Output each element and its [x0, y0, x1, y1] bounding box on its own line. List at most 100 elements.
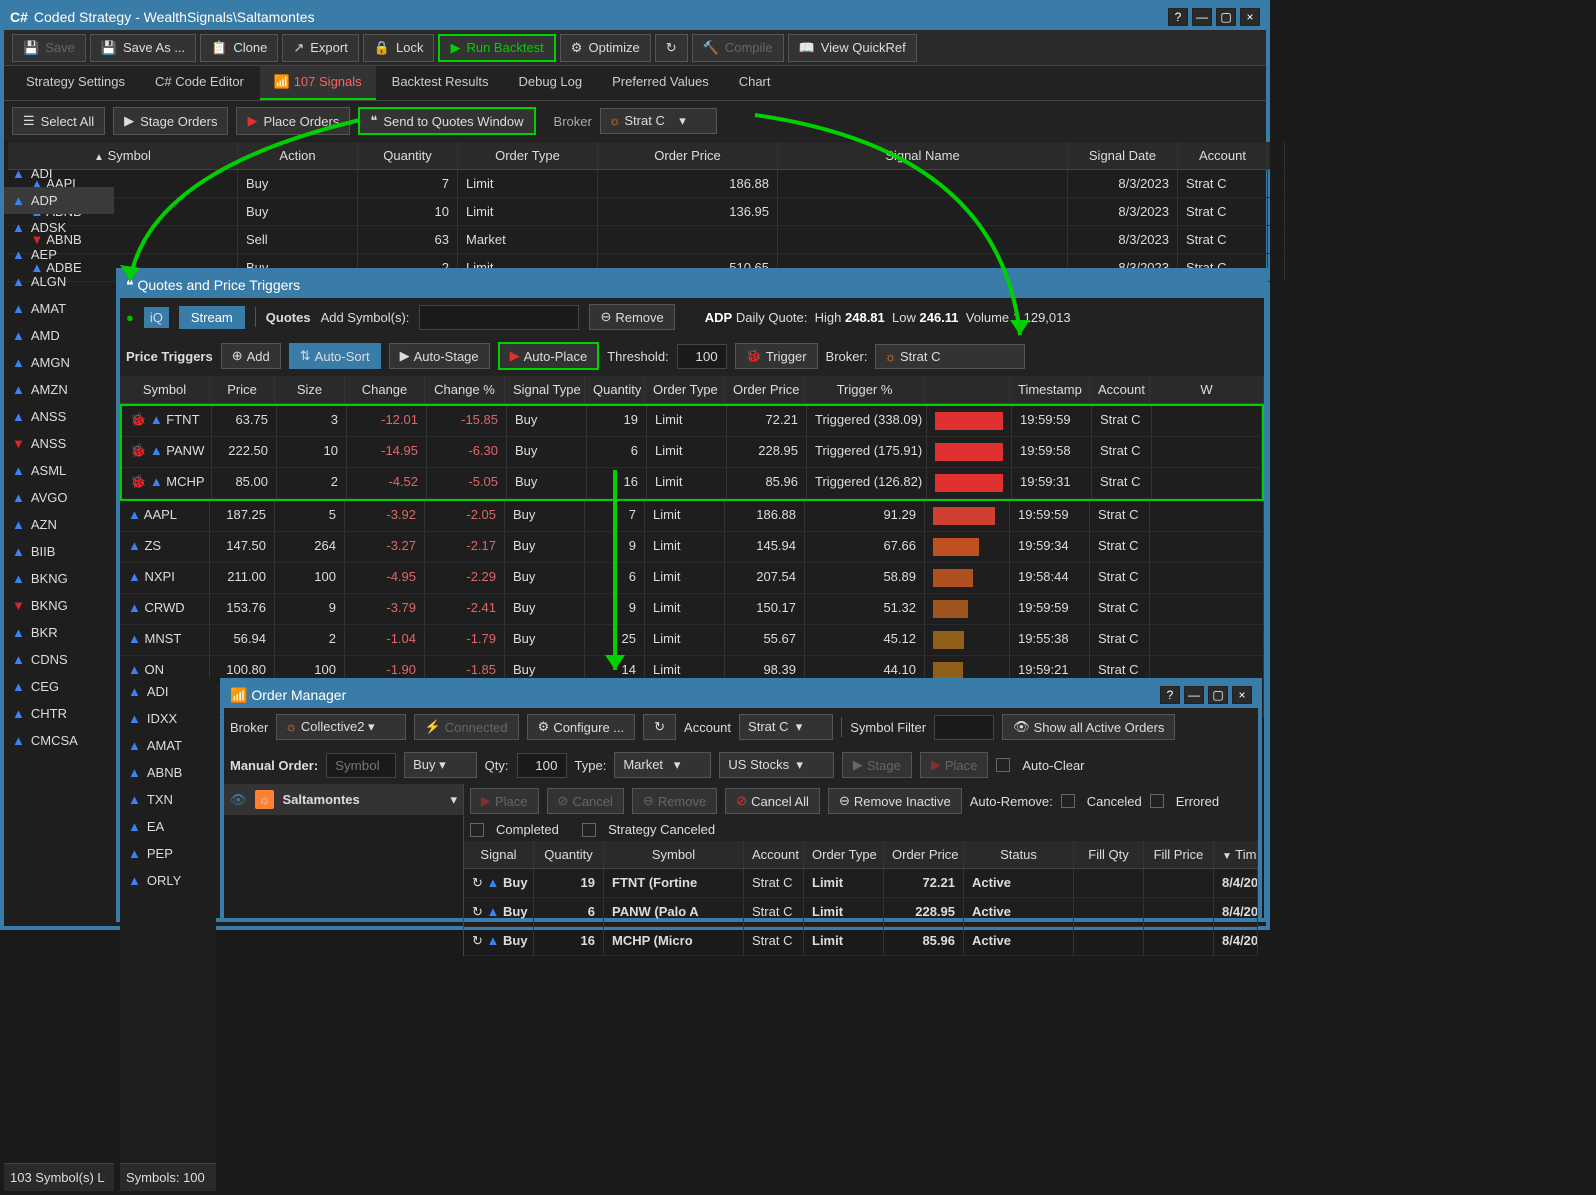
- sidebar-item[interactable]: ▲ AMGN: [4, 349, 114, 376]
- run-backtest-button[interactable]: ▶ Run Backtest: [438, 34, 555, 62]
- view-quickref-button[interactable]: 📖 View QuickRef: [788, 34, 917, 62]
- om-place-button[interactable]: ▶ Place: [920, 752, 989, 778]
- optimize-button[interactable]: ⚙ Optimize: [560, 34, 651, 62]
- sidebar-item[interactable]: ▲ ALGN: [4, 268, 114, 295]
- pt-broker-select[interactable]: ☼ Strat C: [875, 344, 1025, 369]
- orders-row[interactable]: ▼ ABNB Sell63 Market 8/3/2023Strat C: [8, 226, 1270, 254]
- quotes-sidebar-item[interactable]: ▲ ORLY: [120, 867, 216, 894]
- auto-stage-button[interactable]: ▶ Auto-Stage: [389, 343, 490, 369]
- om-cancel-all-button[interactable]: ⊘ Cancel All: [725, 788, 820, 814]
- save-button[interactable]: 💾 Save: [12, 34, 86, 62]
- om-close-button[interactable]: ×: [1232, 686, 1252, 704]
- quotes-sidebar-item[interactable]: ▲ EA: [120, 813, 216, 840]
- om-refresh-button[interactable]: ↻: [643, 714, 676, 740]
- om-strat-canceled-check[interactable]: [582, 823, 596, 837]
- send-quotes-button[interactable]: ❝ Send to Quotes Window: [358, 107, 535, 135]
- om-side-select[interactable]: Buy ▾: [404, 752, 477, 778]
- save-as-button[interactable]: 💾 Save As ...: [90, 34, 196, 62]
- select-all-button[interactable]: ☰ Select All: [12, 107, 105, 135]
- om-stage-button[interactable]: ▶ Stage: [842, 752, 912, 778]
- sidebar-item[interactable]: ▲ BIIB: [4, 538, 114, 565]
- om-symbol-input[interactable]: [326, 753, 396, 778]
- om-symbol-filter-input[interactable]: [934, 715, 994, 740]
- sidebar-item[interactable]: ▲ ADI: [4, 160, 114, 187]
- clone-button[interactable]: 📋 Clone: [200, 34, 278, 62]
- quotes-row[interactable]: 🐞 ▲ PANW 222.5010 -14.95-6.30 Buy6 Limit…: [122, 437, 1262, 468]
- tab-chart[interactable]: Chart: [725, 66, 785, 100]
- om-help-button[interactable]: ?: [1160, 686, 1180, 704]
- place-orders-button[interactable]: ▶ Place Orders: [236, 107, 350, 135]
- quotes-sidebar-item[interactable]: ▲ ABNB: [120, 759, 216, 786]
- quotes-row[interactable]: ▲ CRWD 153.769 -3.79-2.41 Buy9 Limit150.…: [120, 594, 1264, 625]
- lock-button[interactable]: 🔒 Lock: [363, 34, 435, 62]
- sidebar-item[interactable]: ▲ AMAT: [4, 295, 114, 322]
- om-connected-button[interactable]: ⚡ Connected: [414, 714, 519, 740]
- remove-symbol-button[interactable]: ⊖ Remove: [589, 304, 674, 330]
- export-button[interactable]: ↗ Export: [282, 34, 358, 62]
- sidebar-item[interactable]: ▲ CEG: [4, 673, 114, 700]
- tab-backtest-results[interactable]: Backtest Results: [378, 66, 503, 100]
- sidebar-item[interactable]: ▲ ADP: [4, 187, 114, 214]
- om-canceled-check[interactable]: [1061, 794, 1075, 808]
- quotes-sidebar-item[interactable]: ▲ TXN: [120, 786, 216, 813]
- threshold-input[interactable]: [677, 344, 727, 369]
- minimize-button[interactable]: —: [1192, 8, 1212, 26]
- tab-strategy-settings[interactable]: Strategy Settings: [12, 66, 139, 100]
- om-account-select[interactable]: Strat C ▾: [739, 714, 833, 740]
- orders-row[interactable]: ▲ ABNB Buy10 Limit136.95 8/3/2023Strat C: [8, 198, 1270, 226]
- add-symbol-input[interactable]: [419, 305, 579, 330]
- close-button[interactable]: ×: [1240, 8, 1260, 26]
- broker-select[interactable]: ☼ Strat C ▾: [600, 108, 717, 134]
- om-maximize-button[interactable]: ▢: [1208, 686, 1228, 704]
- om-strategy-item[interactable]: 👁 ☼ Saltamontes ▾: [224, 784, 463, 815]
- sidebar-item[interactable]: ▲ AVGO: [4, 484, 114, 511]
- om-type-select[interactable]: Market ▾: [614, 752, 711, 778]
- auto-sort-button[interactable]: ⇅ Auto-Sort: [289, 343, 381, 369]
- quotes-sidebar-item[interactable]: ▲ PEP: [120, 840, 216, 867]
- om-broker-select[interactable]: ☼ Collective2 ▾: [276, 714, 405, 740]
- quotes-sidebar-item[interactable]: ▲ AMAT: [120, 732, 216, 759]
- sidebar-item[interactable]: ▲ ADSK: [4, 214, 114, 241]
- quotes-row[interactable]: ▲ ZS 147.50264 -3.27-2.17 Buy9 Limit145.…: [120, 532, 1264, 563]
- pt-add-button[interactable]: ⊕ Add: [221, 343, 281, 369]
- sidebar-item[interactable]: ▲ ANSS: [4, 403, 114, 430]
- om-cancel-button[interactable]: ⊘ Cancel: [547, 788, 624, 814]
- sidebar-item[interactable]: ▲ CMCSA: [4, 727, 114, 754]
- tab-signals[interactable]: 📶 107 Signals: [260, 66, 376, 100]
- sidebar-item[interactable]: ▲ ASML: [4, 457, 114, 484]
- om-qty-input[interactable]: [517, 753, 567, 778]
- om-errored-check[interactable]: [1150, 794, 1164, 808]
- sidebar-item[interactable]: ▲ CDNS: [4, 646, 114, 673]
- om-row[interactable]: ↻ ▲ Buy 19 FTNT (FortineStrat C Limit72.…: [464, 869, 1258, 898]
- sidebar-item[interactable]: ▲ CHTR: [4, 700, 114, 727]
- om-minimize-button[interactable]: —: [1184, 686, 1204, 704]
- om-completed-check[interactable]: [470, 823, 484, 837]
- quotes-row[interactable]: ▲ AAPL 187.255 -3.92-2.05 Buy7 Limit186.…: [120, 501, 1264, 532]
- auto-place-button[interactable]: ▶ Auto-Place: [498, 342, 600, 370]
- maximize-button[interactable]: ▢: [1216, 8, 1236, 26]
- quotes-sidebar-item[interactable]: ▲ ADI: [120, 678, 216, 705]
- om-place2-button[interactable]: ▶ Place: [470, 788, 539, 814]
- tab-preferred[interactable]: Preferred Values: [598, 66, 723, 100]
- sidebar-item[interactable]: ▲ BKNG: [4, 565, 114, 592]
- sidebar-item[interactable]: ▲ AZN: [4, 511, 114, 538]
- quotes-row[interactable]: 🐞 ▲ MCHP 85.002 -4.52-5.05 Buy16 Limit85…: [122, 468, 1262, 499]
- quotes-row[interactable]: ▲ MNST 56.942 -1.04-1.79 Buy25 Limit55.6…: [120, 625, 1264, 656]
- sidebar-item[interactable]: ▲ AMZN: [4, 376, 114, 403]
- om-market-select[interactable]: US Stocks ▾: [719, 752, 833, 778]
- compile-button[interactable]: 🔨 Compile: [692, 34, 784, 62]
- om-row[interactable]: ↻ ▲ Buy 6 PANW (Palo AStrat C Limit228.9…: [464, 898, 1258, 927]
- om-show-all-button[interactable]: 👁 Show all Active Orders: [1002, 714, 1175, 740]
- sidebar-item[interactable]: ▲ AMD: [4, 322, 114, 349]
- stream-button[interactable]: Stream: [179, 306, 245, 329]
- om-configure-button[interactable]: ⚙ Configure ...: [527, 714, 635, 740]
- quotes-sidebar-item[interactable]: ▲ IDXX: [120, 705, 216, 732]
- orders-row[interactable]: ▲ AAPL Buy7 Limit186.88 8/3/2023Strat C: [8, 170, 1270, 198]
- om-remove-inactive-button[interactable]: ⊖ Remove Inactive: [828, 788, 962, 814]
- reload-button[interactable]: ↻: [655, 34, 688, 62]
- help-button[interactable]: ?: [1168, 8, 1188, 26]
- om-remove-button[interactable]: ⊖ Remove: [632, 788, 717, 814]
- om-row[interactable]: ↻ ▲ Buy 16 MCHP (MicroStrat C Limit85.96…: [464, 927, 1258, 956]
- tab-debug-log[interactable]: Debug Log: [504, 66, 596, 100]
- sidebar-symbol-list[interactable]: ▲ ADI▲ ADP▲ ADSK▲ AEP▲ ALGN▲ AMAT▲ AMD▲ …: [4, 160, 114, 1165]
